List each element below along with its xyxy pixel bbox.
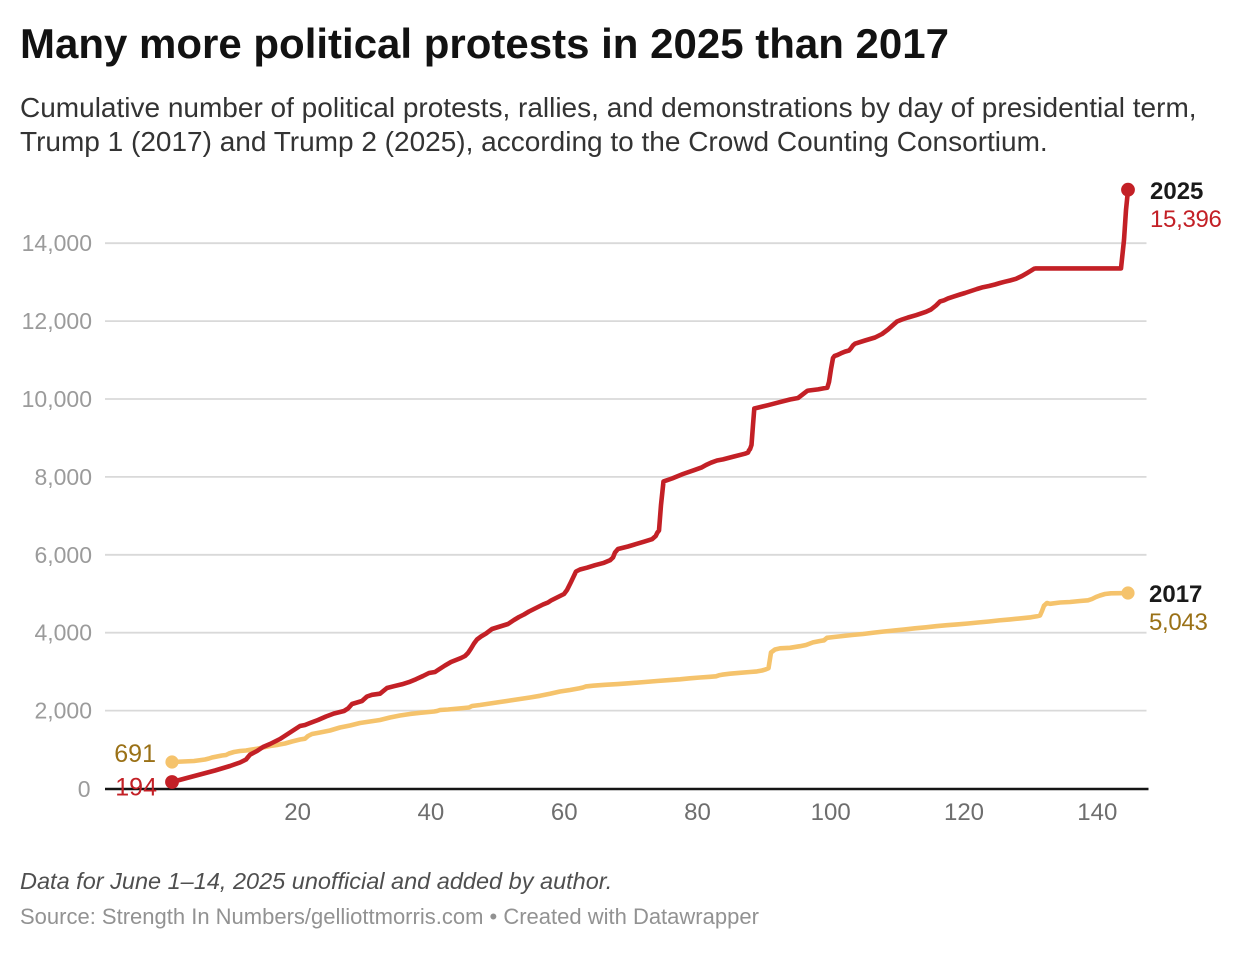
svg-text:4,000: 4,000: [34, 620, 92, 646]
svg-text:20: 20: [284, 799, 311, 826]
svg-text:100: 100: [811, 799, 851, 826]
svg-text:60: 60: [551, 799, 578, 826]
svg-text:80: 80: [684, 799, 711, 826]
svg-text:12,000: 12,000: [22, 308, 92, 334]
svg-text:2,000: 2,000: [34, 698, 92, 724]
svg-text:194: 194: [115, 774, 157, 802]
svg-text:40: 40: [418, 799, 445, 826]
svg-text:2025: 2025: [1150, 178, 1203, 205]
svg-text:8,000: 8,000: [34, 464, 92, 490]
svg-text:10,000: 10,000: [22, 386, 92, 412]
svg-text:6,000: 6,000: [34, 542, 92, 568]
svg-text:14,000: 14,000: [22, 230, 92, 256]
svg-text:120: 120: [944, 799, 984, 826]
svg-text:691: 691: [114, 740, 156, 768]
svg-text:0: 0: [78, 776, 91, 802]
svg-text:15,396: 15,396: [1150, 206, 1222, 233]
svg-text:5,043: 5,043: [1149, 609, 1208, 636]
svg-text:140: 140: [1077, 799, 1117, 826]
svg-text:2017: 2017: [1149, 581, 1202, 608]
